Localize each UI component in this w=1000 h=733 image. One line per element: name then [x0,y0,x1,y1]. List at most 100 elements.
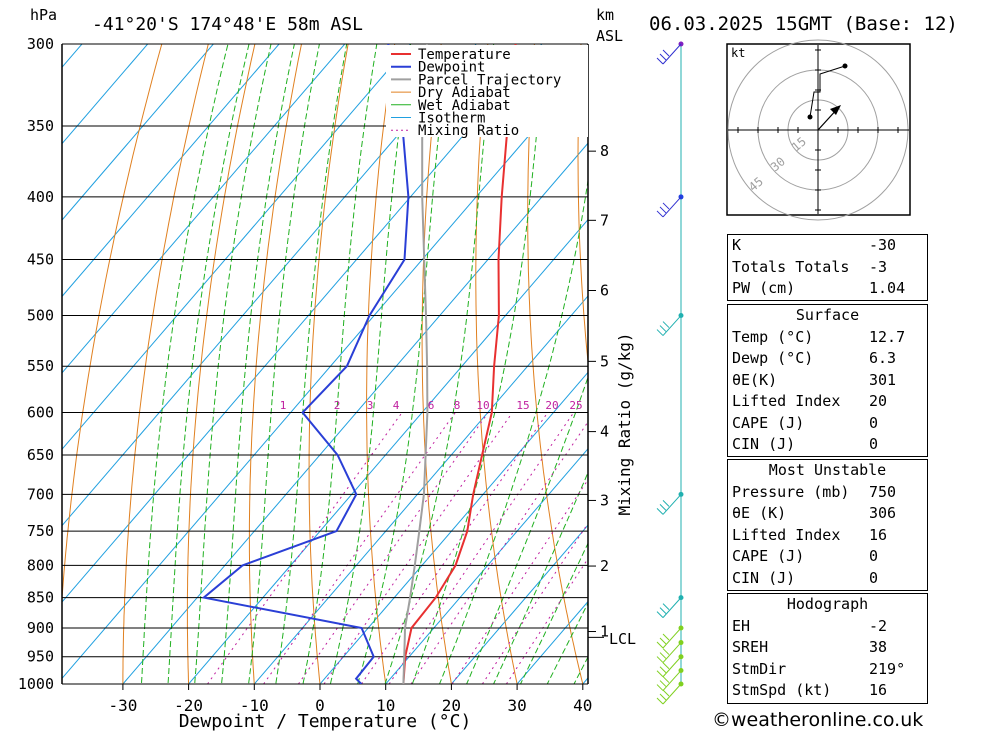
index-value: 16 [869,525,888,544]
index-label: Lifted Index [732,392,841,410]
isotherm-line [385,448,588,684]
index-row: CIN (J) 0 [728,434,927,456]
mixing-ratio-line [297,412,489,684]
wind-barb-flag [656,641,664,649]
mixing-ratio-label: 4 [393,399,400,412]
hodograph-unit: kt [731,46,745,60]
wind-barb [656,683,682,705]
wind-barb-flag [656,670,664,678]
mixing-ratio-line [361,412,549,684]
isotherm-line [253,295,588,684]
index-row: EH -2 [728,616,927,638]
wind-barb-flag [662,500,670,507]
pressure-tick-label: 750 [27,522,54,540]
pressure-tick-label: 700 [27,485,54,503]
lcl-label: LCL [609,630,636,648]
surface-table: Surface Temp (°C) 12.7 Dewp (°C) 6.3 θE(K) 30… [728,305,927,456]
index-row: K -30 [728,235,927,257]
isotherm-line [62,44,83,69]
index-row: SREH 38 [728,637,927,659]
mixing-ratio-line [451,478,588,684]
mixing-ratio-label: 3 [367,399,374,412]
x-tick-label: 30 [507,696,526,715]
wind-barb-flag [662,689,670,697]
wind-barb-flag [659,693,667,701]
wind-barb-flag [656,508,664,515]
wind-barb-flag [662,633,670,641]
mixing-ratio-line [481,522,588,684]
height-tick-label: 1 [600,623,609,641]
index-row: CIN (J) 0 [728,568,927,590]
pressure-tick-label: 450 [27,251,54,269]
mixing-ratio-axis-title: Mixing Ratio (g/kg) [615,332,634,515]
index-label: θE(K) [732,370,778,389]
legend-label: Temperature [418,47,511,63]
index-label: EH [732,616,751,635]
isotherm-line [62,44,215,221]
index-row: θE (K) 306 [728,503,927,525]
mixing-ratio-label: 25 [569,399,582,412]
legend-label: Isotherm [418,111,485,127]
wind-barb-flag [659,206,667,214]
pressure-unit-label: hPa [30,6,57,24]
surface-title: Surface [795,306,860,324]
x-tick-label: 0 [315,696,325,715]
index-row: PW (cm) 1.04 [728,278,927,300]
height-tick-label: 7 [600,211,609,229]
wind-barb-flag [662,676,670,683]
x-tick-label: 10 [376,696,395,715]
wet-adiabat-line [411,44,546,684]
wind-barb-staff [662,670,682,691]
index-row: θE(K) 301 [728,370,927,392]
index-value: 0 [869,547,879,565]
pressure-tick-label: 550 [27,357,54,375]
index-value: 6.3 [869,349,897,367]
pressure-tick-label: 350 [27,117,54,135]
wind-barb-staff [662,196,682,218]
mixing-ratio-label: 6 [428,399,435,412]
wind-barb-staff [662,315,682,336]
wind-barb-flag [662,202,670,210]
wind-barb-flag [656,57,664,65]
parcel-trajectory-line [402,44,429,684]
wet-adiabat-line [329,44,412,684]
index-row: Totals Totals -3 [728,257,927,279]
pressure-tick-label: 400 [27,188,54,206]
wind-barb-flag [656,329,664,336]
mixing-ratio-label: 8 [454,399,461,412]
index-row: CAPE (J) 0 [728,413,927,435]
height-tick-label: 3 [600,491,609,509]
x-tick-label: 20 [442,696,461,715]
index-row: StmSpd (kt) 16 [728,680,927,702]
hodo-box: Hodograph EH -2 SREH 38 StmDir 219° StmSpd (kt… [727,593,928,704]
index-row: Lifted Index 16 [728,525,927,547]
wind-barb-flag [662,648,670,655]
wind-barb-staff [662,597,682,618]
index-label: Dewp (°C) [732,349,814,367]
dry-adiabat-line [986,0,1000,710]
unstable-title: Most Unstable [768,461,887,479]
hodo-title: Hodograph [786,595,869,613]
index-row: Pressure (mb) 750 [728,482,927,504]
wind-barb-flag [656,656,664,663]
mixing-ratio-label: 1 [280,399,287,412]
index-label: PW (cm) [732,279,796,297]
hodo-table: Hodograph EH -2 SREH 38 StmDir 219° StmSpd (kt… [728,594,927,702]
unstable-table: Most Unstable Pressure (mb) 750 θE (K) 306 L… [728,460,927,589]
legend-label: Dewpoint [418,60,485,76]
index-label: StmSpd (kt) [732,681,832,699]
index-label: CIN (J) [732,435,796,453]
wind-barb-flag [659,504,667,511]
wind-barb-staff [662,656,682,678]
dry-adiabat-line [627,0,723,710]
wind-barb-flag [662,662,670,670]
index-value: 20 [869,392,888,410]
mixing-ratio-label: 2 [334,399,341,412]
isotherm-line [62,44,412,450]
index-label: CAPE (J) [732,547,805,565]
dry-adiabat-line [122,44,209,684]
pressure-tick-label: 650 [27,446,54,464]
